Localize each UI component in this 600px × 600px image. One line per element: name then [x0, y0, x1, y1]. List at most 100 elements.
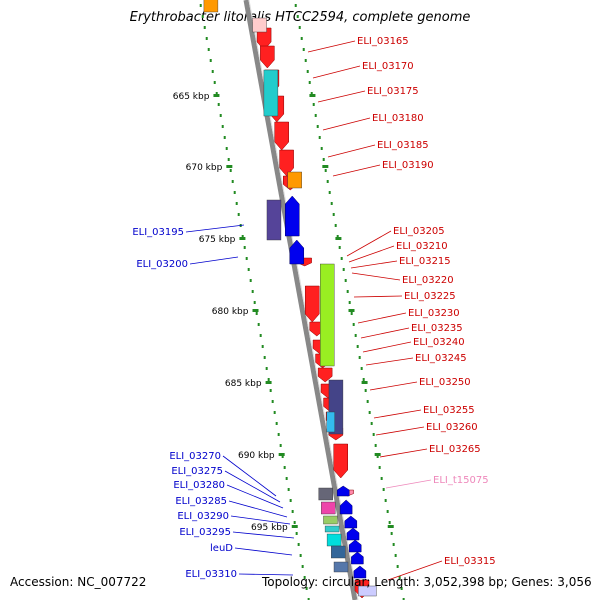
kbp-tick — [252, 309, 259, 312]
track-dot — [305, 587, 308, 590]
forward-gene-label: ELI_03240 — [413, 337, 465, 348]
label-leader-line — [373, 409, 422, 419]
track-dot — [372, 433, 375, 436]
reverse-gene-arrow — [348, 539, 362, 553]
track-dot — [348, 301, 351, 304]
track-dot — [394, 554, 397, 557]
track-dot — [291, 510, 294, 513]
reverse-gene-arrow — [289, 239, 305, 265]
track-dot — [342, 268, 345, 271]
track-dot — [223, 136, 226, 139]
track-dot — [211, 70, 214, 73]
track-dot — [237, 213, 240, 216]
label-leader-line — [362, 341, 412, 353]
track-dot — [330, 202, 333, 205]
track-dot — [285, 477, 288, 480]
forward-gene-arrow — [260, 45, 275, 69]
track-dot — [294, 4, 297, 7]
track-dot — [378, 466, 381, 469]
label-leader-line — [387, 560, 443, 581]
track-dot — [386, 510, 389, 513]
track-dot — [306, 70, 309, 73]
track-dot — [293, 521, 296, 524]
kbp-label: 680 kbp — [212, 307, 249, 317]
gene-block — [323, 515, 338, 525]
gene-block — [333, 561, 349, 573]
forward-gene-label: ELI_03210 — [396, 241, 448, 252]
kbp-tick — [291, 525, 298, 528]
forward-gene-label: ELI_03165 — [357, 36, 409, 47]
kbp-scale: 665 kbp 670 kbp 675 kbp 680 kbp 685 kbp 690 k… — [173, 92, 394, 533]
track-dot — [362, 378, 365, 381]
track-dot — [297, 543, 300, 546]
track-dot — [301, 565, 304, 568]
reverse-gene-label: leuD — [210, 543, 233, 554]
track-dot — [320, 147, 323, 150]
track-dot — [253, 301, 256, 304]
kbp-label: 675 kbp — [199, 235, 236, 245]
track-dot — [217, 103, 220, 106]
track-dot — [235, 202, 238, 205]
reverse-gene-arrow — [344, 515, 358, 529]
track-dot — [281, 455, 284, 458]
track-dot — [205, 37, 208, 40]
kbp-tick — [387, 525, 394, 528]
forward-gene-label: ELI_03265 — [429, 444, 481, 455]
label-leader-line — [357, 312, 407, 324]
gene-block — [263, 69, 279, 117]
label-leader-line — [350, 260, 398, 269]
label-leader-line — [348, 245, 395, 263]
track-dot — [398, 576, 401, 579]
forward-gene-label: ELI_03185 — [377, 140, 429, 151]
track-dot — [324, 169, 327, 172]
track-dot — [251, 290, 254, 293]
track-dot — [295, 532, 298, 535]
forward-gene-arrow — [333, 443, 348, 479]
track-dot — [215, 92, 218, 95]
track-dot — [241, 235, 244, 238]
reverse-gene-label: ELI_03310 — [185, 569, 237, 580]
reverse-gene-arrow — [339, 499, 353, 515]
track-dot — [318, 136, 321, 139]
kbp-label: 670 kbp — [186, 163, 223, 173]
track-dot — [299, 554, 302, 557]
track-dot — [213, 81, 216, 84]
kbp-tick — [278, 453, 285, 456]
track-dot — [328, 191, 331, 194]
track-dot — [382, 488, 385, 491]
track-dot — [358, 356, 361, 359]
track-dot — [247, 268, 250, 271]
label-leader-line — [224, 470, 281, 503]
track-dot — [384, 499, 387, 502]
track-dot — [314, 114, 317, 117]
track-dot — [289, 499, 292, 502]
track-dot — [336, 235, 339, 238]
track-dot — [312, 103, 315, 106]
label-leader-line — [226, 484, 284, 509]
label-leader-line — [317, 90, 366, 103]
kbp-tick — [374, 453, 381, 456]
label-leader-line — [332, 164, 381, 177]
label-leader-line — [346, 230, 392, 257]
track-dot — [225, 147, 228, 150]
track-dot — [249, 279, 252, 282]
reverse-gene-arrow — [353, 565, 367, 579]
track-dot — [340, 257, 343, 260]
track-dot — [308, 81, 311, 84]
kbp-tick — [361, 381, 368, 384]
track-dot — [265, 367, 268, 370]
reverse-gene-label: ELI_03200 — [136, 259, 188, 270]
track-dot — [332, 213, 335, 216]
label-leader-line — [312, 65, 361, 79]
forward-gene-label: ELI_03245 — [415, 353, 467, 364]
track-dot — [231, 180, 234, 183]
track-dot — [374, 444, 377, 447]
label-leaders — [185, 40, 443, 581]
genome-summary: Topology: circular; Length: 3,052,398 bp… — [262, 575, 592, 589]
reverse-gene-label: ELI_03195 — [132, 227, 184, 238]
forward-gene-label: ELI_03205 — [393, 226, 445, 237]
label-leader-line — [232, 531, 295, 539]
reverse-gene-label: ELI_03275 — [171, 466, 223, 477]
forward-gene-label: ELI_03235 — [411, 323, 463, 334]
label-leader-line — [351, 272, 401, 281]
